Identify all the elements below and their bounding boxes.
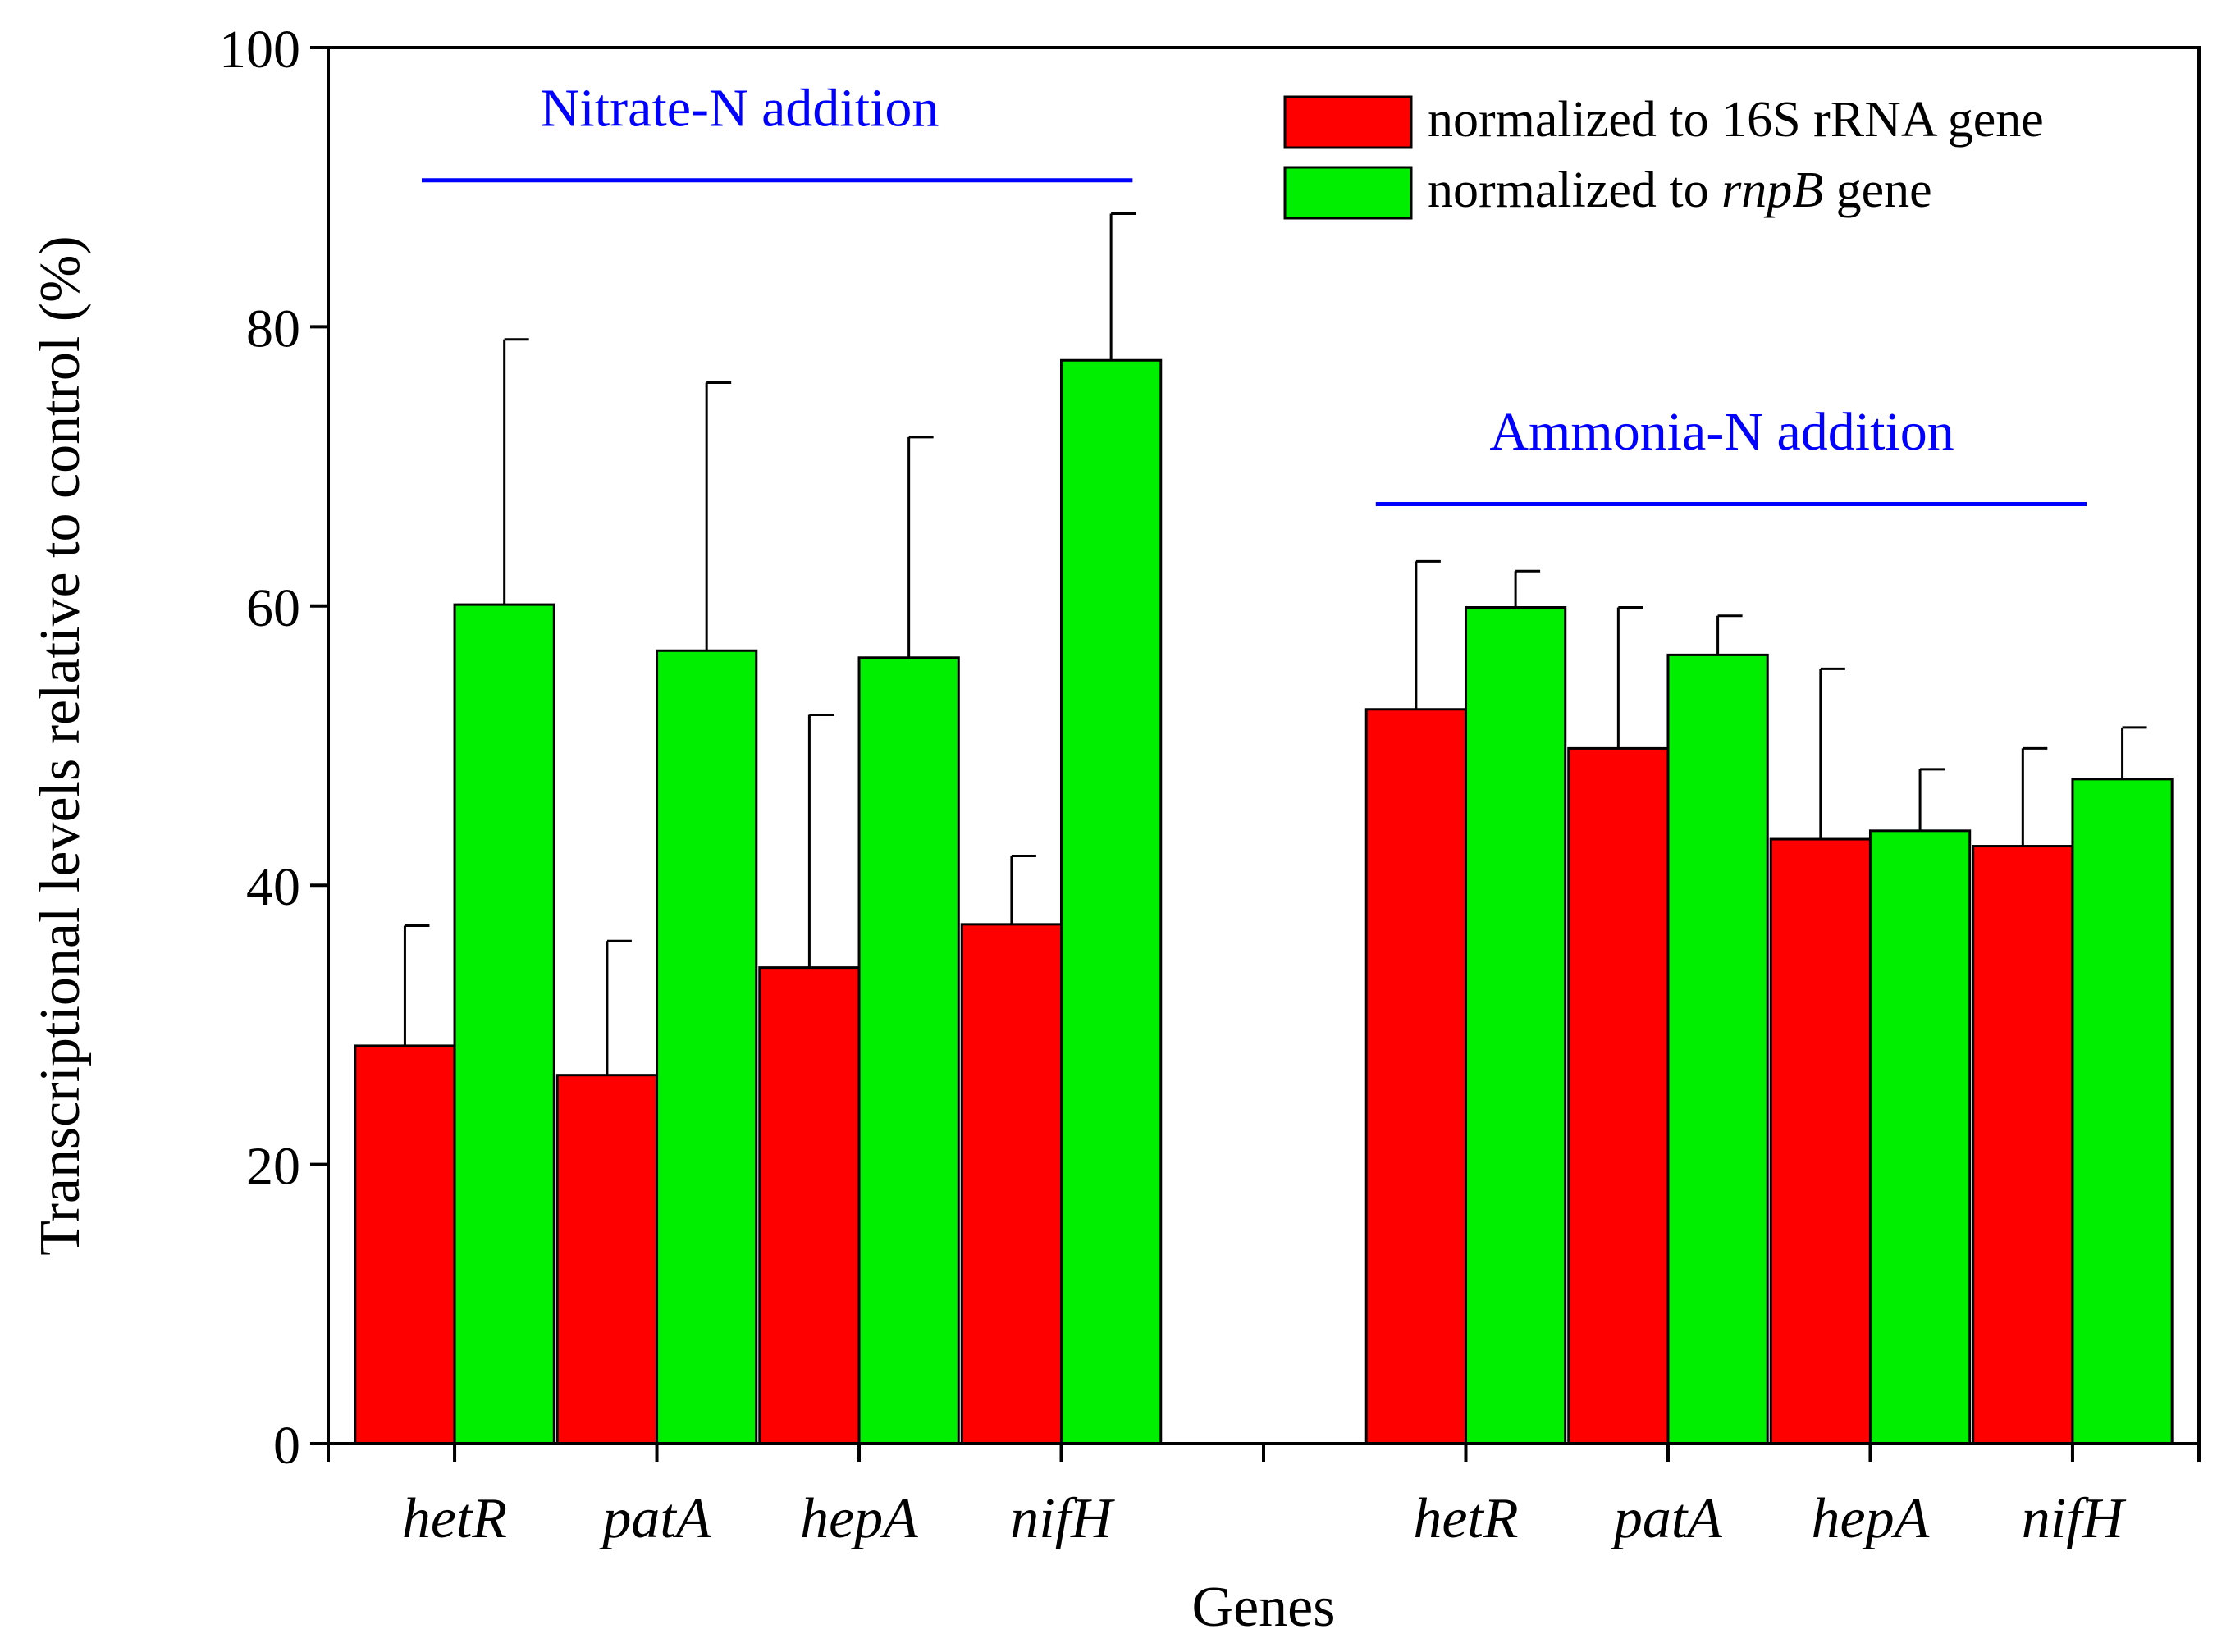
bar [354,1044,456,1445]
bar [1567,746,1670,1445]
x-tick-label: nifH [2022,1487,2127,1550]
legend-label: normalized to rnpB gene [1428,162,1932,218]
x-tick-label: nifH [1010,1487,1115,1550]
error-bars-layer [403,212,2147,1075]
group-label: Ammonia-N addition [1489,402,1954,462]
y-tick-label: 0 [273,1416,300,1476]
bar [453,603,555,1445]
bar [1769,837,1872,1445]
legend: normalized to 16S rRNA gene normalized to… [1283,92,2044,220]
axis-layer: 0 20 40 60 80 100 hetR patA hepA nifH hetR patA hepA… [219,20,2201,1550]
x-tick-label: hetR [1413,1487,1518,1550]
legend-swatch [1283,166,1413,220]
x-tick-label: patA [598,1487,711,1550]
group-label: Nitrate-N addition [541,78,939,138]
x-tick-label: hepA [1812,1487,1930,1550]
y-tick-label: 60 [246,578,300,638]
bar [1868,829,1972,1445]
group-annotations: Nitrate-N addition Ammonia-N addition [422,78,2087,507]
y-tick-label: 100 [219,20,300,80]
y-tick-label: 20 [246,1137,300,1197]
bar [555,1074,659,1445]
x-tick-label: patA [1610,1487,1722,1550]
x-tick-label: hepA [800,1487,918,1550]
bar [1666,653,1769,1445]
y-tick-label: 80 [246,299,300,358]
bar [960,923,1063,1445]
y-tick-label: 40 [246,857,300,917]
bar [857,656,960,1445]
x-axis-title: Genes [1192,1576,1336,1639]
bar [1364,708,1467,1445]
bar [1464,606,1567,1445]
bars-layer [354,358,2174,1445]
bar [656,649,758,1445]
bar [1060,358,1163,1445]
bar [1972,845,2074,1445]
y-axis-title: Transcriptional levels relative to contr… [29,235,92,1255]
legend-swatch [1283,95,1413,149]
bar [758,966,861,1445]
x-tick-label: hetR [402,1487,507,1550]
legend-label: normalized to 16S rRNA gene [1428,92,2044,148]
bar [2071,778,2174,1445]
